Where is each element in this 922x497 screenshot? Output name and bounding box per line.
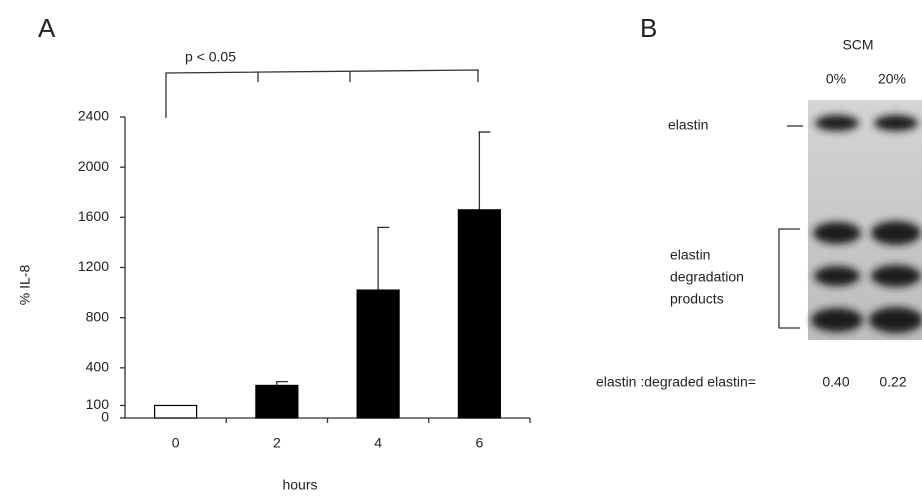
y-tick-label: 1600 — [78, 208, 109, 224]
ratio-label: elastin :degraded elastin= — [596, 374, 756, 390]
y-tick-label: 2400 — [78, 108, 109, 124]
treatment-label: SCM — [842, 37, 873, 53]
panel-label: A — [38, 13, 56, 43]
bar — [154, 404, 198, 419]
y-tick-label: 0 — [101, 409, 109, 425]
ratio-value: 0.22 — [879, 374, 906, 390]
products-label: degradation — [670, 269, 744, 285]
x-axis-label: hours — [282, 477, 317, 493]
bar — [356, 289, 400, 419]
error-bar — [275, 380, 288, 386]
x-tick-label: 6 — [475, 435, 483, 451]
y-tick-label: 800 — [86, 308, 110, 324]
products-label: elastin — [670, 247, 710, 263]
error-bar — [478, 131, 491, 210]
blot — [808, 100, 922, 340]
products-label: products — [670, 291, 724, 307]
annotation: p < 0.05 — [185, 49, 236, 65]
x-tick-label: 0 — [172, 435, 180, 451]
panel-label: B — [640, 13, 657, 43]
y-tick-label: 2000 — [78, 158, 109, 174]
lane-label: 0% — [826, 71, 846, 87]
ratio-value: 0.40 — [822, 374, 849, 390]
bracket — [778, 228, 800, 329]
x-tick-label: 2 — [273, 435, 281, 451]
y-tick-label: 1200 — [78, 258, 109, 274]
bar — [457, 209, 501, 419]
error-bar — [377, 226, 390, 291]
y-axis-label: % IL-8 — [17, 265, 33, 306]
bar — [255, 384, 299, 419]
y-tick-label: 100 — [86, 396, 110, 412]
lane-label: 20% — [878, 71, 906, 87]
band-label: elastin — [668, 117, 708, 133]
y-tick-label: 400 — [86, 359, 110, 375]
x-tick-label: 4 — [374, 435, 382, 451]
significance-bracket — [165, 69, 479, 118]
